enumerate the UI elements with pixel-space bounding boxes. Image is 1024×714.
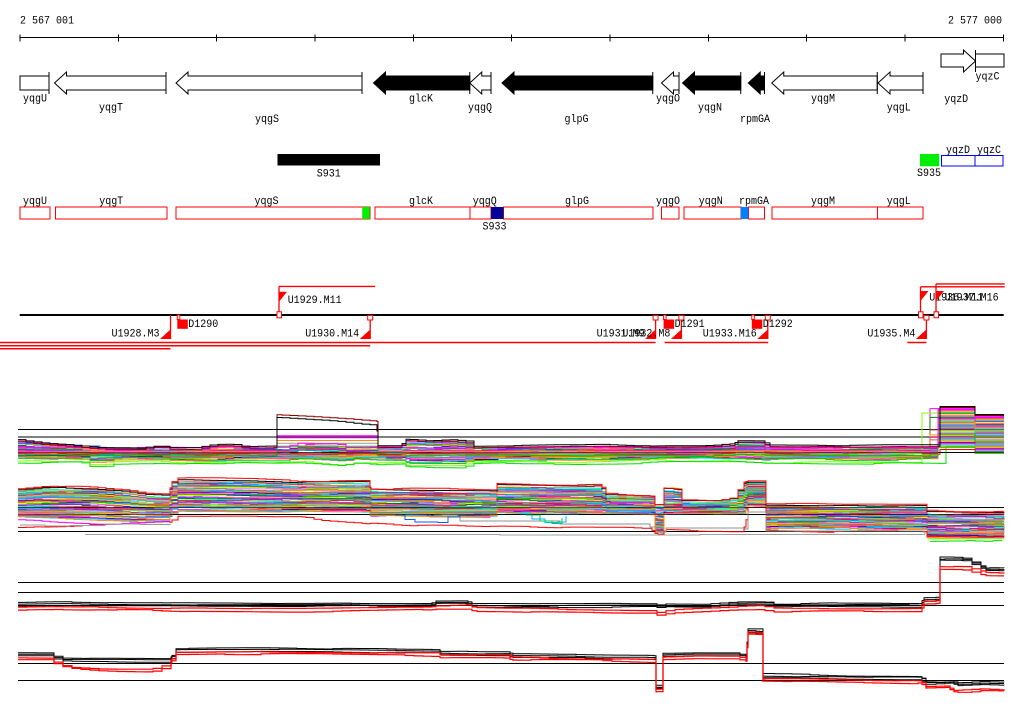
svg-text:yqgU: yqgU xyxy=(23,196,47,208)
svg-text:D1290: D1290 xyxy=(188,319,218,331)
svg-text:rpmGA: rpmGA xyxy=(739,196,769,208)
svg-text:yqgM: yqgM xyxy=(811,94,835,106)
svg-text:U1937.M16: U1937.M16 xyxy=(945,292,999,304)
svg-text:U1928.M3: U1928.M3 xyxy=(112,329,160,341)
svg-text:S935: S935 xyxy=(917,168,941,180)
svg-text:yqgQ: yqgQ xyxy=(468,103,492,115)
svg-text:yqgT: yqgT xyxy=(99,103,123,115)
svg-text:glpG: glpG xyxy=(565,114,589,126)
svg-text:U1932.M8: U1932.M8 xyxy=(622,329,670,341)
svg-text:yqgO: yqgO xyxy=(656,196,680,208)
svg-text:U1935.M4: U1935.M4 xyxy=(867,329,915,341)
svg-text:yqzD: yqzD xyxy=(944,94,968,106)
svg-text:yqgM: yqgM xyxy=(811,196,835,208)
svg-text:yqgN: yqgN xyxy=(699,196,723,208)
svg-text:yqgU: yqgU xyxy=(23,94,47,106)
svg-text:yqgL: yqgL xyxy=(887,196,911,208)
svg-text:yqgL: yqgL xyxy=(887,103,911,115)
svg-text:yqgN: yqgN xyxy=(698,103,722,115)
svg-text:glpG: glpG xyxy=(565,196,589,208)
svg-text:U1930.M14: U1930.M14 xyxy=(305,329,359,341)
svg-text:yqgT: yqgT xyxy=(99,196,123,208)
svg-text:yqgQ: yqgQ xyxy=(473,196,497,208)
svg-text:glcK: glcK xyxy=(409,94,433,106)
svg-text:rpmGA: rpmGA xyxy=(740,114,770,126)
svg-text:U1929.M11: U1929.M11 xyxy=(288,295,342,307)
svg-text:yqgS: yqgS xyxy=(255,196,279,208)
svg-text:yqgO: yqgO xyxy=(656,94,680,106)
svg-text:yqgS: yqgS xyxy=(255,114,279,126)
svg-text:S931: S931 xyxy=(317,169,341,181)
svg-text:yqzD: yqzD xyxy=(946,145,970,157)
svg-text:2 577 000: 2 577 000 xyxy=(948,16,1002,28)
svg-text:yqzC: yqzC xyxy=(976,72,1000,84)
svg-text:U1931.M9: U1931.M9 xyxy=(597,329,645,341)
svg-text:2 567 001: 2 567 001 xyxy=(20,16,74,28)
svg-text:yqzC: yqzC xyxy=(977,145,1001,157)
svg-text:D1291: D1291 xyxy=(675,319,705,331)
svg-text:S933: S933 xyxy=(483,222,507,234)
svg-text:U1933.M16: U1933.M16 xyxy=(703,329,757,341)
svg-text:D1292: D1292 xyxy=(763,319,793,331)
svg-text:glcK: glcK xyxy=(409,196,433,208)
svg-text:U1936.M11: U1936.M11 xyxy=(929,292,983,304)
